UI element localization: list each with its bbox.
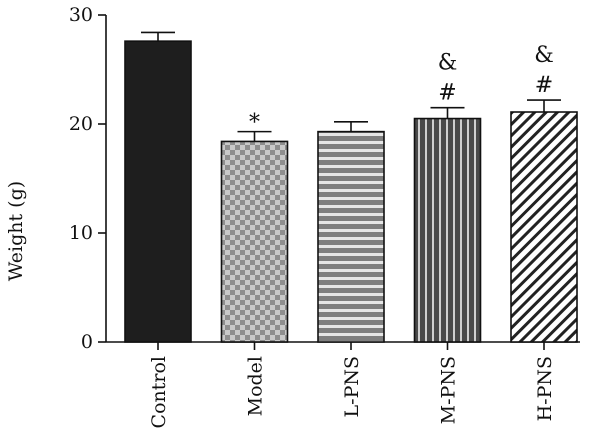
bars xyxy=(124,31,578,343)
significance-marker: & xyxy=(534,43,554,68)
significance-marker: # xyxy=(438,81,456,106)
category-label: M-PNS xyxy=(438,356,460,424)
y-tick-label: 0 xyxy=(81,331,93,353)
labels: Control Model * L-PNS M-PNS # & H-PNS # & xyxy=(148,43,556,428)
bar-control xyxy=(124,40,192,343)
category-label: Control xyxy=(148,356,170,428)
category-label: H-PNS xyxy=(534,356,556,421)
significance-marker: & xyxy=(438,51,458,76)
significance-marker: * xyxy=(249,111,260,136)
bar-l-pns xyxy=(317,130,385,343)
significance-marker: # xyxy=(535,73,553,98)
y-tick-label: 20 xyxy=(69,113,93,135)
bar-model xyxy=(220,140,289,343)
bar-m-pns xyxy=(413,117,482,343)
category-label: Model xyxy=(245,356,267,416)
y-tick-label: 30 xyxy=(69,4,93,26)
category-label: L-PNS xyxy=(341,356,363,417)
bar-h-pns xyxy=(510,111,578,343)
y-tick-label: 10 xyxy=(69,222,93,244)
y-axis-label: Weight (g) xyxy=(5,181,27,281)
